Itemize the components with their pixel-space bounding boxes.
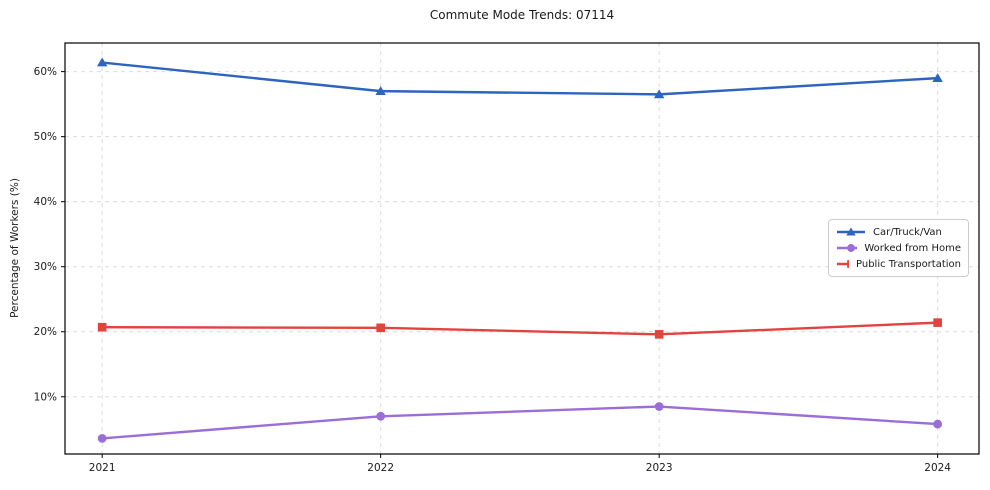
legend-item-worked-from-home: Worked from Home — [836, 242, 961, 254]
circle-marker-icon — [847, 244, 855, 252]
circle-marker-icon — [654, 402, 664, 411]
y-tick-label: 40% — [34, 196, 57, 208]
legend: Car/Truck/Van Worked from Home Public Tr… — [828, 219, 969, 277]
legend-label: Worked from Home — [864, 242, 961, 254]
x-tick-label: 2024 — [924, 462, 951, 474]
series-line — [100, 321, 939, 336]
legend-item-car-truck-van: Car/Truck/Van — [836, 226, 961, 238]
triangle-marker-icon — [653, 89, 665, 99]
plot-border — [64, 42, 980, 455]
x-tick-label: 2023 — [646, 462, 673, 474]
square-marker-icon — [847, 260, 850, 268]
square-marker-icon — [376, 323, 385, 333]
legend-swatch-line-square-icon — [837, 260, 850, 268]
triangle-marker-icon — [932, 73, 943, 83]
legend-swatch-line-triangle-icon — [837, 227, 865, 236]
circle-marker-icon — [933, 419, 943, 429]
x-tick-label: 2021 — [89, 462, 116, 474]
y-tick-label: 10% — [34, 391, 57, 403]
square-marker-icon — [97, 322, 107, 332]
circle-marker-icon — [376, 411, 386, 421]
series-line — [100, 405, 939, 440]
series-line — [100, 61, 939, 96]
legend-item-public-transportation: Public Transportation — [836, 258, 961, 270]
legend-label: Car/Truck/Van — [873, 226, 942, 238]
triangle-marker-icon — [846, 227, 856, 236]
y-tick-label: 50% — [34, 131, 57, 143]
square-marker-icon — [654, 330, 664, 339]
circle-marker-icon — [97, 433, 107, 443]
legend-swatch-line-circle-icon — [837, 244, 858, 252]
y-tick-label: 60% — [34, 66, 57, 78]
y-tick-label: 30% — [34, 261, 57, 273]
triangle-marker-icon — [96, 57, 108, 67]
square-marker-icon — [933, 318, 942, 327]
triangle-marker-icon — [375, 86, 386, 96]
legend-label: Public Transportation — [856, 258, 961, 270]
x-tick-label: 2022 — [367, 462, 394, 474]
chart-title: Commute Mode Trends: 07114 — [429, 8, 615, 22]
y-tick-label: 20% — [34, 326, 57, 338]
